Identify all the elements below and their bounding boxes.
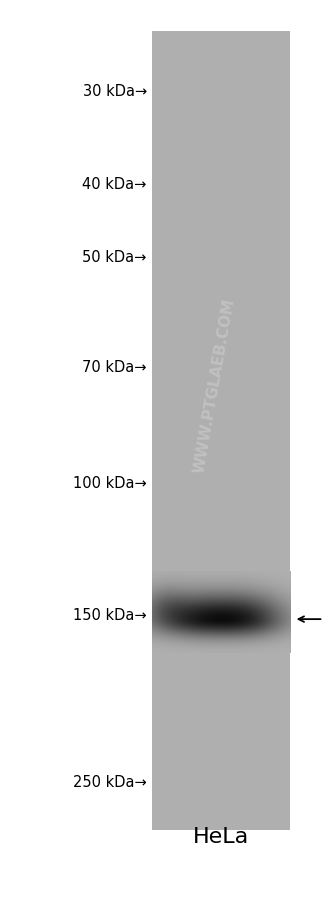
- Text: 50 kDa→: 50 kDa→: [82, 250, 147, 265]
- Text: 150 kDa→: 150 kDa→: [73, 608, 147, 622]
- Text: 250 kDa→: 250 kDa→: [73, 774, 147, 789]
- Text: 30 kDa→: 30 kDa→: [82, 84, 147, 98]
- Text: HeLa: HeLa: [193, 826, 249, 846]
- Text: 40 kDa→: 40 kDa→: [82, 177, 147, 192]
- Text: 70 kDa→: 70 kDa→: [82, 359, 147, 374]
- Text: WWW.PTGLAEB.COM: WWW.PTGLAEB.COM: [192, 297, 237, 474]
- Text: 100 kDa→: 100 kDa→: [73, 475, 147, 491]
- Bar: [152, 32, 290, 830]
